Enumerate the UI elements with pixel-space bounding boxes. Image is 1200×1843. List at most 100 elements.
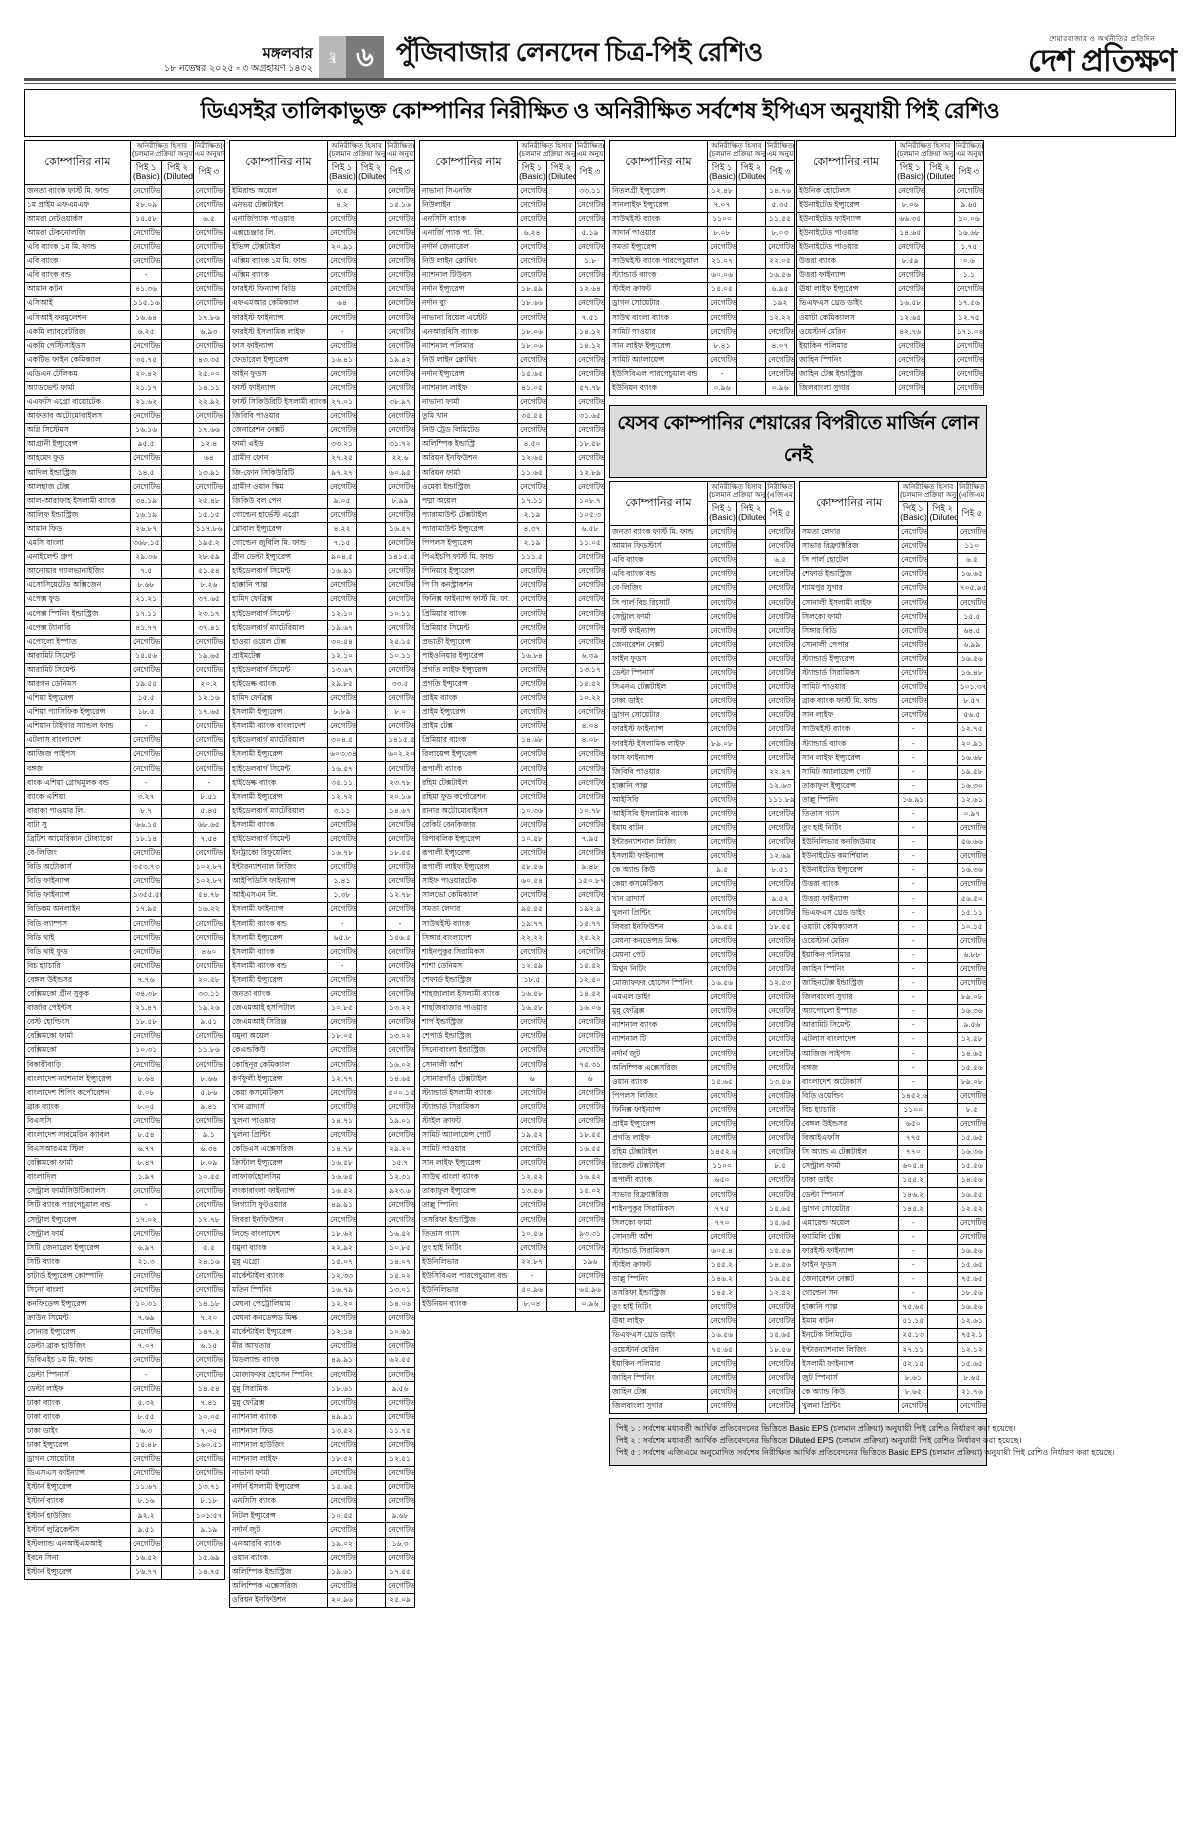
- pe-value-cell-1: ৩.২৭: [130, 789, 163, 805]
- table-row: আজিজ পাইপস নেগেটিভ নেগেটিভ: [23, 747, 226, 763]
- pe-value-cell-2: [546, 324, 577, 340]
- pe-value-cell-3: নেগেটিভ: [192, 225, 226, 241]
- company-name-cell: গ্রামীণ ওয়ান স্কিম: [228, 479, 329, 495]
- pe-value-cell-3: নেগেটিভ: [575, 1198, 605, 1214]
- pe-value-cell-2: [356, 733, 387, 749]
- pe-value-cell-1: নেগেটিভ: [707, 694, 738, 710]
- company-name-cell: ন্যাশনাল ব্যাংক: [608, 1018, 709, 1034]
- pe-value-cell-1: ১৮.৫৯: [517, 282, 548, 298]
- pe-value-cell-3: ৬.৯৯: [956, 637, 988, 653]
- pe-value-cell-3: নেগেটিভ: [765, 1300, 795, 1316]
- pe-value-cell-2: [161, 183, 194, 199]
- pe-value-cell-1: -: [898, 905, 929, 921]
- pe-value-cell-3: ৯.৬৫: [953, 197, 985, 213]
- pe-value-cell-1: ২৭.১১: [898, 1342, 929, 1358]
- pe-value-cell-3: নেগেটিভ: [192, 1057, 226, 1073]
- pe-value-cell-3: ৪৩.৩৫: [192, 352, 226, 368]
- pe-value-cell-2: [736, 1398, 767, 1414]
- pe-value-cell-2: [927, 1074, 958, 1090]
- pe-value-cell-1: ৮.৪৭: [130, 1155, 163, 1172]
- pe-value-cell-3: নেগেটিভ: [765, 352, 795, 368]
- th-audited-group: নিরীক্ষিত(এজি এম অনুযায়ী): [192, 139, 226, 161]
- company-name-cell: ঢাকা ব্যাংক: [23, 1409, 132, 1425]
- table-column-5: কোম্পানির নাম অনিরীক্ষিত হিসাব (চলমান প্…: [795, 139, 985, 396]
- pe-value-cell-2: [927, 1032, 958, 1048]
- table-row: বেঙ্গল উইন্ডসর ৬৫০ নেগেটিভ: [798, 1116, 988, 1132]
- company-name-cell: এনার্জিপ্যাক পাওয়ার: [228, 211, 329, 227]
- table-row: এসিআই ১১৫.১৬ নেগেটিভ: [23, 296, 226, 312]
- pe-value-cell-3: ৯.৫২: [765, 891, 795, 907]
- pe-value-cell-1: নেগেটিভ: [327, 1395, 358, 1411]
- pe-value-cell-1: -: [898, 764, 929, 780]
- pe-value-cell-2: [546, 1085, 577, 1101]
- pe-value-cell-2: [736, 1328, 767, 1344]
- table-row: কেয়া কসমেটিকস নেগেটিভ ৫০০.১৫: [228, 1085, 415, 1101]
- pe-value-cell-2: [356, 1296, 387, 1313]
- pe-value-cell-3: নেগেটিভ: [765, 651, 795, 667]
- company-name-cell: জেএমআই সিরিঞ্জ: [228, 1015, 329, 1031]
- table-row: ডিবিএইচ ১ম মি. ফান্ড নেগেটিভ নেগেটিভ: [23, 1353, 226, 1369]
- pe-value-cell-2: [927, 877, 958, 893]
- company-name-cell: প্যারামাউন্ট টেক্সটাইল: [418, 507, 519, 523]
- pe-value-cell-2: [927, 989, 958, 1006]
- pe-value-cell-3: ১৫.৬৫: [956, 1356, 988, 1372]
- pe-value-cell-2: [161, 1043, 194, 1059]
- company-name-cell: তাকাফুল ইন্স্যুরেন্স: [418, 1184, 519, 1200]
- pe-value-cell-2: [927, 708, 958, 724]
- table-row: কনফিডেন্স ইন্স্যুরেন্স ১০.৩১ ১৪.১৮: [23, 1296, 226, 1313]
- company-name-cell: জিবিবি পাওয়ার: [608, 764, 709, 780]
- pe-value-cell-3: নেগেটিভ: [575, 578, 605, 594]
- pe-value-cell-3: নেগেটিভ: [956, 877, 988, 893]
- company-name-cell: প্রাইম ব্যাংক: [418, 690, 519, 706]
- pe-value-cell-1: নেগেটিভ: [517, 1015, 548, 1031]
- pe-value-cell-3: ১৭১.০৪: [953, 324, 985, 340]
- table-row: তাল্লু স্পিনিং ১৬.৯১ ১২.৬১: [798, 792, 988, 808]
- pe-value-cell-1: নেগেটিভ: [898, 679, 929, 696]
- pe-value-cell-3: নেগেটিভ: [765, 1032, 795, 1048]
- table-row: খান ব্রাদার্স নেগেটিভ নেগেটিভ: [228, 1099, 415, 1115]
- pe-value-cell-1: ১৮.৫৮: [130, 1015, 163, 1031]
- company-name-cell: শেপার্ড ইন্ডাস্ট্রিজ: [418, 1029, 519, 1045]
- pe-value-cell-1: -: [898, 891, 929, 907]
- pe-value-cell-1: নেগেটিভ: [898, 694, 929, 710]
- pe-value-cell-3: ২০.১৬: [385, 789, 415, 805]
- table-row: সেন্ট্রাল ফার্মা নেগেটিভ নেগেটিভ: [608, 609, 795, 625]
- pe-value-cell-1: নেগেটিভ: [707, 352, 738, 368]
- pe-value-cell-2: [736, 961, 767, 977]
- pe-value-cell-2: [927, 1116, 958, 1132]
- pe-value-cell-3: নেগেটিভ: [385, 380, 415, 396]
- pe-value-cell-2: [161, 1353, 194, 1369]
- pe-value-cell-2: [736, 1201, 767, 1217]
- table-row: ফাইন ফুডস নেগেটিভ নেগেটিভ: [608, 651, 795, 667]
- pe-value-cell-2: [927, 722, 958, 738]
- pe-value-cell-2: [546, 521, 577, 537]
- company-name-cell: বিএসআরএম স্টিল: [23, 1141, 132, 1157]
- company-name-cell: ইউনিলিভার: [418, 1282, 519, 1298]
- pe-value-cell-1: নেগেটিভ: [707, 1060, 738, 1076]
- pe-value-cell-1: -: [898, 961, 929, 977]
- table-row: আল-আরাফাহ ইসলামী ব্যাংক ৩৪.১৯ ২৫.৪৮: [23, 493, 226, 509]
- pe-table-5: কোম্পানির নাম অনিরীক্ষিত হিসাব (চলমান প্…: [795, 139, 985, 396]
- company-name-cell: কে অ্যান্ড কিউ: [608, 863, 709, 879]
- company-name-cell: ইস্টার্ন ব্যাংক: [23, 1494, 132, 1510]
- pe-value-cell-2: [546, 1015, 577, 1031]
- pe-value-cell-2: [161, 352, 194, 368]
- table-row: আরামিট সিমেন্ট ১৫.৫৬ ১৯.৬৫: [23, 648, 226, 664]
- pe-value-cell-2: [546, 634, 577, 650]
- pe-value-cell-3: ৫৭.৭৮: [575, 380, 605, 396]
- pe-value-cell-1: ৫.৩২: [130, 1395, 163, 1411]
- company-name-cell: ঢাকা ডাইং: [798, 1173, 900, 1189]
- company-name-cell: জিকিউ বল পেন: [228, 493, 329, 509]
- table-row: ইন্টারন্যাশনাল লিজিং ২৭.১১ ১২.১২: [798, 1342, 988, 1358]
- pe-value-cell-3: নেগেটিভ: [385, 1339, 415, 1355]
- pe-value-cell-2: [161, 535, 194, 551]
- table-row: প্রাইম ব্যাংক নেগেটিভ ১০.২২: [418, 690, 605, 706]
- company-name-cell: ইসলামী ব্যাংক: [228, 944, 329, 960]
- company-name-cell: নিউ ট্রেড লিমিটেড: [418, 423, 519, 439]
- tables-area: কোম্পানির নাম অনিরীক্ষিত হিসাব (চলমান প্…: [23, 139, 1176, 1608]
- pe-value-cell-1: ১০.৫৬: [517, 1226, 548, 1242]
- pe-value-cell-3: ১৬.৬৫: [956, 567, 988, 583]
- company-name-cell: কোহিনূর কেমিক্যাল: [228, 1057, 329, 1073]
- pe-value-cell-2: [924, 380, 955, 396]
- pe-value-cell-1: ৩.৫: [327, 183, 358, 199]
